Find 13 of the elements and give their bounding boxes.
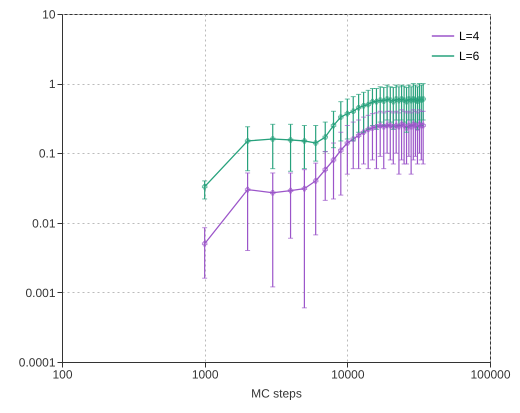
y-tick-label: 0.1 xyxy=(38,146,56,161)
legend-label: L=4 xyxy=(459,29,480,43)
y-tick-label: 0.001 xyxy=(25,286,56,300)
y-tick-label: 0.01 xyxy=(32,216,56,230)
y-tick-label: 10 xyxy=(42,8,56,22)
x-axis-title: MC steps xyxy=(251,386,302,400)
x-tick-label: 10000 xyxy=(331,368,365,382)
x-tick-label: 100 xyxy=(52,368,73,382)
legend-label: L=6 xyxy=(459,49,480,63)
x-tick-label: 100000 xyxy=(470,368,511,382)
y-tick-label: 1 xyxy=(48,77,56,92)
y-tick-label: 0.0001 xyxy=(18,356,56,370)
x-tick-label: 1000 xyxy=(192,368,219,382)
